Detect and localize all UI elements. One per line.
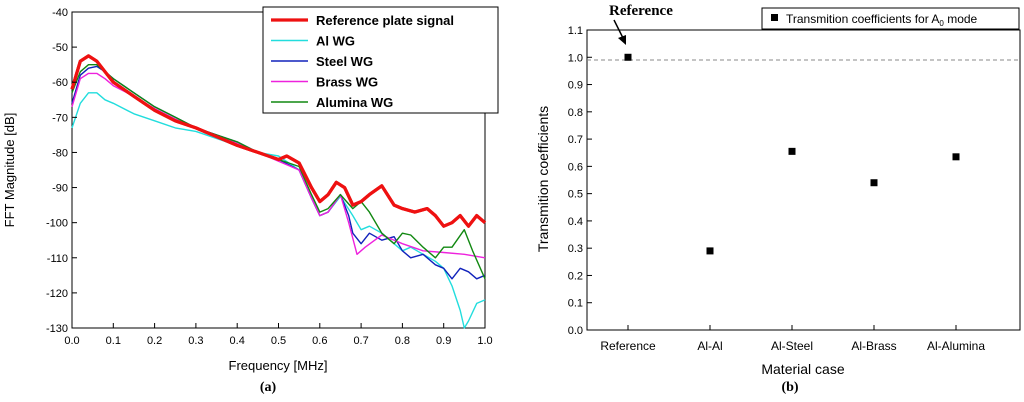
chart-b-y-tick-label: 0.2	[568, 270, 583, 282]
chart-b-data-point	[870, 179, 878, 187]
chart-b-x-tick-label: Al-Brass	[851, 339, 896, 353]
chart-a-y-tick-label: -100	[46, 218, 68, 230]
chart-b-legend-subscript: 0	[939, 19, 944, 28]
chart-b-annotation-arrowhead	[618, 35, 626, 45]
chart-b-legend-box	[761, 7, 1020, 30]
chart-a-series-line-reference	[70, 54, 487, 228]
panel-a-line-chart: 0.0 0.1 0.2 0.3 0.4 0.5 0.6 0.7 0.8 0.9 1.0 -40 -50 -…	[2, 6, 499, 395]
chart-a-x-tick-label: 0.7	[353, 335, 368, 347]
chart-a-x-tick-label: 0.3	[188, 335, 203, 347]
chart-b-legend-marker	[771, 14, 778, 21]
chart-a-y-tick-label: -70	[52, 112, 68, 124]
chart-b-y-tick-label: 0.6	[568, 161, 583, 173]
chart-b-y-tick-label: 0.0	[568, 325, 583, 337]
chart-b-reference-annotation: Reference	[609, 3, 673, 19]
chart-a-series-group	[70, 54, 487, 329]
chart-a-legend-label: Al WG	[316, 34, 355, 49]
chart-b-y-tick-label: 0.5	[568, 189, 583, 201]
chart-a-x-tick-label: 0.9	[436, 335, 451, 347]
chart-b-points	[624, 53, 960, 255]
chart-b-data-point	[624, 53, 632, 61]
chart-a-x-tick-label: 0.8	[395, 335, 410, 347]
chart-b-x-axis-label: Material case	[761, 361, 844, 377]
chart-b-y-tick-label: 0.3	[568, 243, 583, 255]
chart-b-y-tick-label: 0.9	[568, 80, 583, 92]
chart-a-y-tick-label: -40	[52, 7, 68, 19]
chart-b-panel-label: (b)	[781, 380, 798, 395]
chart-a-y-tick-label: -110	[47, 253, 68, 265]
chart-a-x-tick-label: 0.0	[64, 335, 79, 347]
chart-b-x-tick-label: Al-Steel	[771, 339, 813, 353]
chart-a-legend-label: Brass WG	[316, 75, 378, 90]
chart-b-legend-name: Transmition coefficients for A	[786, 12, 939, 26]
chart-a-y-tick-label: -120	[46, 288, 68, 300]
chart-a-x-tick-label: 0.1	[106, 335, 121, 347]
chart-a-series-line	[71, 72, 486, 259]
chart-b-data-point	[706, 247, 714, 255]
chart-a-x-tick-label: 0.5	[271, 335, 286, 347]
chart-b-plot-frame	[586, 29, 1021, 331]
chart-a-y-tick-label: -130	[46, 323, 68, 335]
chart-b-y-axis-label: Transmition coefficients	[535, 106, 551, 252]
chart-a-y-tick-label: -80	[52, 147, 68, 159]
chart-b-y-tick-label: 1.0	[568, 52, 583, 64]
chart-a-legend-box	[262, 6, 499, 114]
chart-b-y-tick-label: 0.1	[568, 298, 583, 310]
chart-b-legend-suffix: mode	[944, 12, 978, 26]
chart-a-y-axis-label: FFT Magnitude [dB]	[2, 113, 17, 228]
chart-b-x-tick-label: Reference	[600, 339, 656, 353]
chart-a-x-axis-label: Frequency [MHz]	[229, 358, 328, 373]
chart-a-y-tick-label: -90	[52, 183, 68, 195]
chart-a-legend-label: Steel WG	[316, 54, 373, 69]
chart-a-legend: Reference plate signal Al WG Steel WG Brass…	[262, 6, 499, 114]
panel-b-scatter-chart: 0.0 0.1 0.2 0.3 0.4 0.5 0.6 0.7 0.8 0.9 1.0 1.1 Refe…	[535, 3, 1021, 395]
chart-a-x-tick-label: 1.0	[477, 335, 492, 347]
chart-a-x-tick-label: 0.6	[312, 335, 327, 347]
chart-b-y-tick-label: 1.1	[568, 25, 583, 37]
chart-b-y-tick-label: 0.4	[568, 216, 583, 228]
chart-b-x-tick-label: Al-Al	[697, 339, 722, 353]
chart-a-axes: 0.0 0.1 0.2 0.3 0.4 0.5 0.6 0.7 0.8 0.9 1.0 -40 -50 -…	[46, 7, 493, 347]
chart-a-x-tick-label: 0.4	[230, 335, 245, 347]
chart-b-legend-label: Transmition coefficients for A0 mode	[786, 12, 978, 28]
chart-b-data-point	[952, 153, 960, 161]
chart-a-legend-label: Reference plate signal	[316, 13, 454, 28]
chart-a-y-tick-label: -50	[52, 42, 68, 54]
chart-a-legend-label: Alumina WG	[316, 95, 393, 110]
chart-a-panel-label: (a)	[260, 380, 277, 395]
chart-b-axes: 0.0 0.1 0.2 0.3 0.4 0.5 0.6 0.7 0.8 0.9 1.0 1.1 Refe…	[568, 25, 986, 353]
chart-b-y-tick-label: 0.8	[568, 107, 583, 119]
chart-a-series-line	[71, 63, 486, 280]
chart-b-legend: Transmition coefficients for A0 mode	[761, 7, 1020, 30]
chart-b-data-point	[788, 147, 796, 155]
chart-a-x-tick-label: 0.2	[147, 335, 162, 347]
chart-a-y-tick-label: -60	[52, 77, 68, 89]
chart-b-x-tick-label: Al-Alumina	[927, 339, 985, 353]
chart-b-y-tick-label: 0.7	[568, 134, 583, 146]
